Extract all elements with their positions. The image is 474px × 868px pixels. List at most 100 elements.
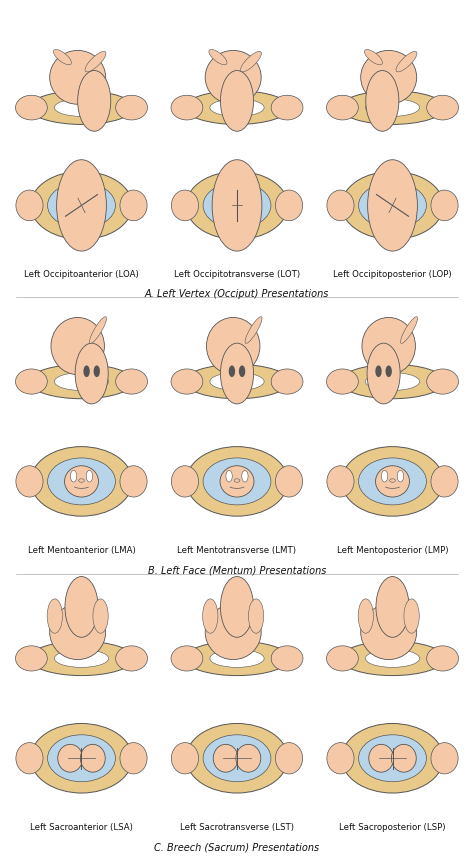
Ellipse shape [120,190,147,220]
Circle shape [229,365,235,377]
Ellipse shape [29,365,134,398]
Ellipse shape [271,646,303,671]
Ellipse shape [362,318,415,375]
Ellipse shape [81,745,105,773]
Ellipse shape [213,745,238,773]
Ellipse shape [275,743,302,774]
Circle shape [242,470,248,482]
Ellipse shape [172,190,199,220]
Ellipse shape [31,724,132,793]
Text: Left Sacroanterior (LSA): Left Sacroanterior (LSA) [30,824,133,832]
Ellipse shape [55,372,109,391]
Ellipse shape [210,99,264,116]
Ellipse shape [365,99,419,116]
Text: Left Sacroposterior (LSP): Left Sacroposterior (LSP) [339,824,446,832]
Text: Left Sacrotransverse (LST): Left Sacrotransverse (LST) [180,824,294,832]
Ellipse shape [365,49,383,65]
Ellipse shape [210,372,264,391]
Ellipse shape [47,599,63,634]
Ellipse shape [427,646,458,671]
Ellipse shape [404,599,419,634]
Ellipse shape [47,458,116,505]
Ellipse shape [327,466,354,497]
Ellipse shape [401,317,418,344]
Ellipse shape [205,50,261,104]
Ellipse shape [327,95,358,120]
Ellipse shape [361,605,417,660]
Ellipse shape [340,641,445,675]
Circle shape [220,576,254,637]
Ellipse shape [79,479,84,483]
Ellipse shape [271,95,303,120]
Ellipse shape [29,91,134,124]
Ellipse shape [64,466,99,497]
Ellipse shape [203,458,271,505]
Ellipse shape [365,372,419,391]
Circle shape [226,470,232,482]
Ellipse shape [342,171,443,240]
Ellipse shape [342,724,443,793]
Ellipse shape [340,365,445,398]
Ellipse shape [16,646,47,671]
Ellipse shape [16,95,47,120]
Ellipse shape [203,182,271,228]
Text: Left Mentoanterior (LMA): Left Mentoanterior (LMA) [27,547,136,556]
Ellipse shape [16,190,43,220]
Ellipse shape [342,447,443,516]
Text: A. Left Vertex (Occiput) Presentations: A. Left Vertex (Occiput) Presentations [145,289,329,299]
Ellipse shape [327,190,354,220]
Circle shape [83,365,90,377]
Ellipse shape [390,479,395,483]
Text: Left Occipitotransverse (LOT): Left Occipitotransverse (LOT) [174,270,300,279]
Circle shape [220,343,254,404]
Ellipse shape [375,466,410,497]
Ellipse shape [210,649,264,667]
Ellipse shape [392,745,416,773]
Circle shape [366,70,399,131]
Circle shape [397,470,403,482]
Ellipse shape [396,51,417,72]
Ellipse shape [120,743,147,774]
Text: Left Mentoposterior (LMP): Left Mentoposterior (LMP) [337,547,448,556]
Ellipse shape [186,447,288,516]
Ellipse shape [340,91,445,124]
Ellipse shape [186,171,288,240]
Circle shape [56,160,106,251]
Ellipse shape [93,599,108,634]
Ellipse shape [220,466,254,497]
Ellipse shape [431,190,458,220]
Ellipse shape [248,599,264,634]
Ellipse shape [234,479,240,483]
Ellipse shape [275,190,302,220]
Ellipse shape [50,605,106,660]
Ellipse shape [186,724,288,793]
Ellipse shape [358,458,427,505]
Ellipse shape [16,743,43,774]
Ellipse shape [51,318,104,375]
Circle shape [367,343,400,404]
Ellipse shape [185,91,289,124]
Text: B. Left Face (Mentum) Presentations: B. Left Face (Mentum) Presentations [148,566,326,575]
Ellipse shape [116,646,147,671]
Ellipse shape [172,466,199,497]
Ellipse shape [185,365,289,398]
Ellipse shape [50,50,106,104]
Ellipse shape [209,49,227,65]
Ellipse shape [54,49,72,65]
Ellipse shape [271,369,303,394]
Ellipse shape [120,466,147,497]
Ellipse shape [427,369,458,394]
Ellipse shape [171,646,203,671]
Ellipse shape [31,171,132,240]
Ellipse shape [327,646,358,671]
Ellipse shape [16,466,43,497]
Ellipse shape [172,743,199,774]
Ellipse shape [358,599,374,634]
Ellipse shape [431,743,458,774]
Ellipse shape [369,745,393,773]
Ellipse shape [327,369,358,394]
Ellipse shape [203,599,218,634]
Ellipse shape [116,95,147,120]
Ellipse shape [116,369,147,394]
Ellipse shape [47,182,116,228]
